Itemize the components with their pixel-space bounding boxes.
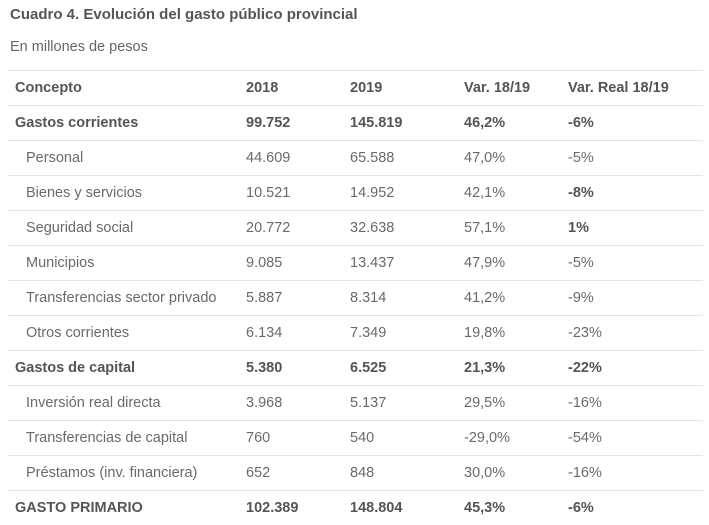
header-var-real: Var. Real 18/19 [568,71,703,106]
cell-var-real: -6% [568,106,703,141]
cell-var: 21,3% [464,351,568,386]
table-row: Seguridad social 20.772 32.638 57,1% 1% [8,211,703,246]
cell-2018: 3.968 [246,386,350,421]
cell-var: 47,9% [464,246,568,281]
cell-var: 47,0% [464,141,568,176]
cell-var: 45,3% [464,491,568,525]
table-row: Gastos de capital 5.380 6.525 21,3% -22% [8,351,703,386]
cell-concepto: Municipios [8,246,246,281]
cell-var: -29,0% [464,421,568,456]
cell-2018: 6.134 [246,316,350,351]
cell-2019: 148.804 [350,491,464,525]
cell-2019: 5.137 [350,386,464,421]
cell-2019: 32.638 [350,211,464,246]
cell-2019: 14.952 [350,176,464,211]
table-row: Transferencias de capital 760 540 -29,0%… [8,421,703,456]
cell-var: 19,8% [464,316,568,351]
cell-var-real: -22% [568,351,703,386]
cell-var: 41,2% [464,281,568,316]
table-row: Municipios 9.085 13.437 47,9% -5% [8,246,703,281]
header-concepto: Concepto [8,71,246,106]
cell-concepto: Seguridad social [8,211,246,246]
cell-var: 46,2% [464,106,568,141]
cell-var-real: -54% [568,421,703,456]
cell-var-real: 1% [568,211,703,246]
table-row: Inversión real directa 3.968 5.137 29,5%… [8,386,703,421]
cell-2018: 44.609 [246,141,350,176]
cell-var-real: -23% [568,316,703,351]
cell-2019: 540 [350,421,464,456]
cell-var-real: -5% [568,141,703,176]
table-row: Gastos corrientes 99.752 145.819 46,2% -… [8,106,703,141]
table-header-row: Concepto 2018 2019 Var. 18/19 Var. Real … [8,71,703,106]
cell-var: 29,5% [464,386,568,421]
cell-2018: 20.772 [246,211,350,246]
cell-var: 57,1% [464,211,568,246]
cell-2019: 848 [350,456,464,491]
cell-2019: 8.314 [350,281,464,316]
cell-2019: 65.588 [350,141,464,176]
table-subtitle: En millones de pesos [10,39,148,55]
cell-concepto: Transferencias sector privado [8,281,246,316]
cell-2019: 13.437 [350,246,464,281]
cell-2018: 5.887 [246,281,350,316]
cell-2018: 9.085 [246,246,350,281]
cell-2018: 10.521 [246,176,350,211]
cell-concepto: Inversión real directa [8,386,246,421]
header-2018: 2018 [246,71,350,106]
cell-2018: 99.752 [246,106,350,141]
cell-var-real: -9% [568,281,703,316]
cell-concepto: Gastos corrientes [8,106,246,141]
cell-concepto: Bienes y servicios [8,176,246,211]
cell-var: 42,1% [464,176,568,211]
table-row: Personal 44.609 65.588 47,0% -5% [8,141,703,176]
cell-2019: 6.525 [350,351,464,386]
table-row: Préstamos (inv. financiera) 652 848 30,0… [8,456,703,491]
cell-concepto: Préstamos (inv. financiera) [8,456,246,491]
cell-var-real: -6% [568,491,703,525]
cell-2018: 652 [246,456,350,491]
cell-var-real: -16% [568,386,703,421]
cell-concepto: Otros corrientes [8,316,246,351]
cell-2019: 145.819 [350,106,464,141]
cell-2018: 760 [246,421,350,456]
table-row: Otros corrientes 6.134 7.349 19,8% -23% [8,316,703,351]
cell-var-real: -5% [568,246,703,281]
cell-2018: 102.389 [246,491,350,525]
table-row: Bienes y servicios 10.521 14.952 42,1% -… [8,176,703,211]
cell-var-real: -8% [568,176,703,211]
table-row-total: GASTO PRIMARIO 102.389 148.804 45,3% -6% [8,491,703,525]
cell-concepto: GASTO PRIMARIO [8,491,246,525]
cell-concepto: Transferencias de capital [8,421,246,456]
expense-table: Concepto 2018 2019 Var. 18/19 Var. Real … [8,70,703,525]
table-row: Transferencias sector privado 5.887 8.31… [8,281,703,316]
cell-2019: 7.349 [350,316,464,351]
table-title: Cuadro 4. Evolución del gasto público pr… [10,6,358,23]
cell-concepto: Gastos de capital [8,351,246,386]
cell-var-real: -16% [568,456,703,491]
cell-concepto: Personal [8,141,246,176]
cell-var: 30,0% [464,456,568,491]
header-var: Var. 18/19 [464,71,568,106]
header-2019: 2019 [350,71,464,106]
cell-2018: 5.380 [246,351,350,386]
